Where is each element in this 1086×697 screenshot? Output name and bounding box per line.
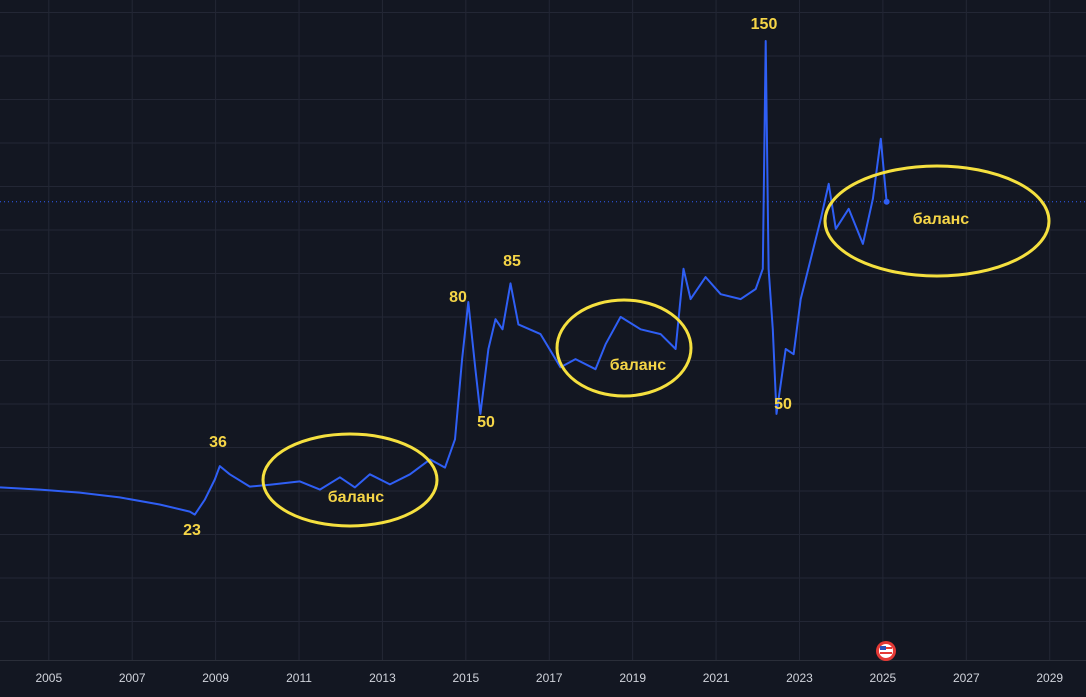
annotations: 36 23 баланс 80 50 85 баланс 150 50 бала… (183, 16, 1051, 539)
x-tick-label: 2013 (369, 671, 396, 685)
x-tick-label: 2011 (286, 671, 312, 685)
annotation: 23 (183, 522, 201, 539)
x-tick-label: 2009 (202, 671, 229, 685)
annotation: 85 (503, 253, 521, 270)
x-tick-label: 2017 (536, 671, 563, 685)
annotation: баланс (610, 357, 667, 374)
flag-icon (876, 641, 896, 661)
x-tick-label: 2023 (786, 671, 813, 685)
plot (0, 0, 1086, 660)
x-tick-label: 2027 (953, 671, 980, 685)
highlight-ellipse (555, 298, 693, 398)
highlight-ellipse (823, 164, 1051, 278)
price-line (0, 40, 888, 516)
x-tick-label: 2019 (619, 671, 646, 685)
x-tick-label: 2005 (35, 671, 62, 685)
annotation: баланс (913, 211, 970, 228)
price-grid (0, 0, 1086, 660)
x-tick-label: 2021 (703, 671, 730, 685)
x-tick-label: 2007 (119, 671, 146, 685)
x-tick-label: 2015 (452, 671, 479, 685)
x-tick-label: 2025 (870, 671, 897, 685)
annotation: 50 (477, 414, 495, 431)
annotation: баланс (328, 489, 385, 506)
annotation: 50 (774, 396, 792, 413)
annotation: 36 (209, 434, 227, 451)
annotation: 150 (751, 16, 778, 33)
annotation: 80 (449, 289, 467, 306)
highlight-ellipse (261, 432, 439, 528)
x-tick-label: 2029 (1036, 671, 1063, 685)
last-point (883, 198, 890, 205)
